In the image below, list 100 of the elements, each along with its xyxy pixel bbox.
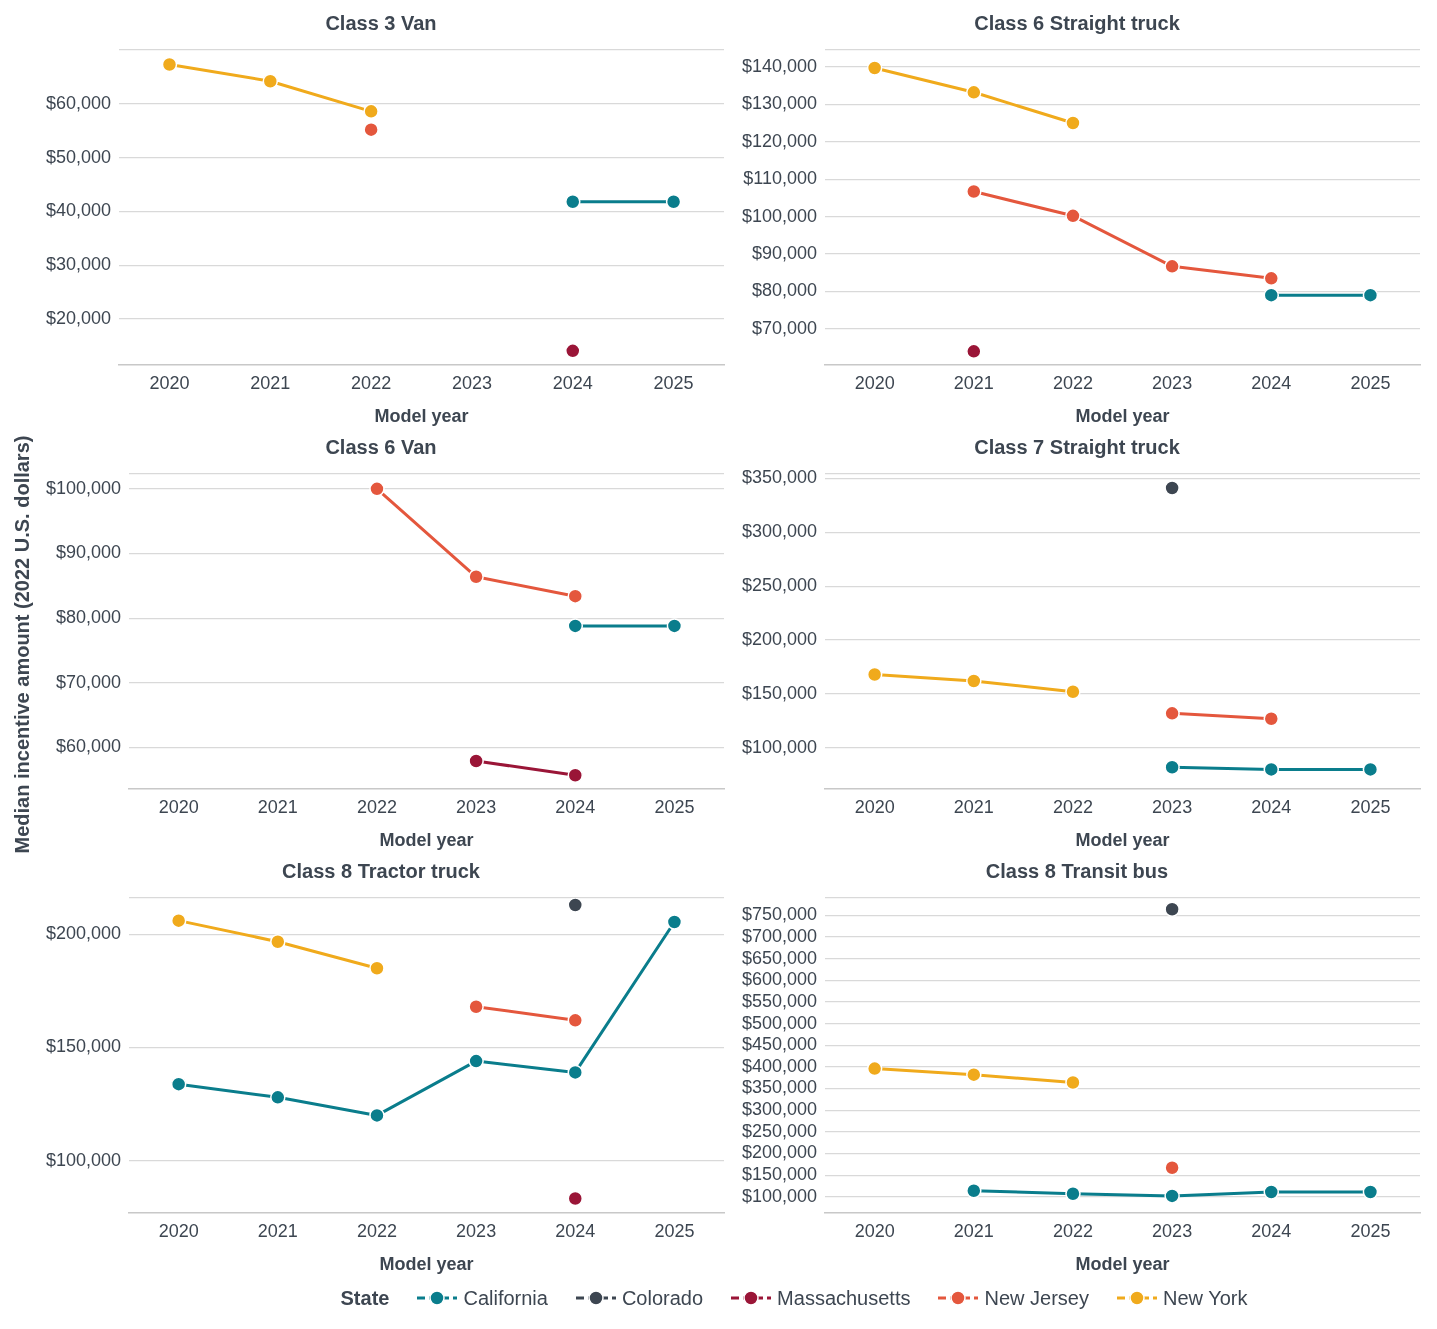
x-tick-label: 2024	[555, 796, 596, 817]
point	[1164, 258, 1180, 275]
x-axis-title: Model year	[1075, 406, 1170, 427]
x-tick-label: 2020	[158, 796, 199, 817]
point	[468, 998, 484, 1015]
x-tick-label: 2022	[351, 372, 392, 393]
chart-title: Class 3 Van	[325, 11, 437, 34]
point	[666, 914, 683, 930]
point	[565, 194, 581, 210]
y-tick-label: $150,000	[742, 1164, 818, 1185]
y-tick-label: $120,000	[742, 130, 818, 151]
y-tick-label: $400,000	[742, 1055, 818, 1076]
point	[567, 1064, 584, 1081]
y-tick-label: $300,000	[742, 521, 818, 542]
point	[161, 56, 178, 73]
x-tick-label: 2020	[854, 372, 895, 393]
x-tick-label: 2022	[1052, 796, 1093, 817]
y-tick-label: $550,000	[742, 990, 818, 1011]
x-tick-label: 2024	[1251, 372, 1292, 393]
legend-label: New Jersey	[984, 1286, 1089, 1310]
point	[1263, 287, 1280, 303]
y-tick-label: $50,000	[45, 146, 112, 167]
x-tick-label: 2023	[1152, 1220, 1193, 1241]
y-tick-label: $250,000	[742, 575, 818, 596]
legend-label: New York	[1162, 1286, 1248, 1310]
point	[966, 343, 982, 360]
point	[567, 898, 584, 913]
x-tick-label: 2023	[451, 372, 492, 393]
point	[1164, 480, 1180, 496]
y-tick-label: $750,000	[742, 904, 818, 925]
chart-title: Class 8 Transit bus	[985, 859, 1169, 882]
point	[567, 1012, 584, 1029]
legend-label: Massachusetts	[777, 1286, 911, 1310]
x-axis-title: Model year	[379, 1254, 474, 1275]
x-tick-label: 2022	[1052, 1220, 1093, 1241]
chart-title: Class 6 Van	[325, 435, 437, 458]
point	[1263, 710, 1280, 727]
point	[1065, 208, 1081, 224]
y-tick-label: $80,000	[56, 607, 122, 628]
point	[565, 343, 581, 359]
x-tick-label: 2023	[456, 796, 497, 817]
point	[866, 666, 883, 683]
point	[567, 588, 584, 604]
x-tick-label: 2024	[552, 372, 593, 393]
y-tick-label: $80,000	[752, 280, 818, 301]
point	[1164, 759, 1180, 775]
point	[262, 73, 279, 89]
y-tick-label: $70,000	[56, 671, 122, 692]
y-tick-label: $300,000	[742, 1099, 818, 1120]
point	[1164, 1188, 1180, 1204]
point	[369, 1107, 385, 1124]
point	[170, 1076, 187, 1092]
x-tick-label: 2025	[1350, 372, 1391, 393]
point	[866, 60, 883, 76]
point	[866, 1060, 883, 1077]
y-tick-label: $110,000	[743, 168, 818, 189]
point	[170, 912, 187, 929]
legend-title: State	[340, 1286, 390, 1310]
y-tick-label: $450,000	[742, 1034, 818, 1055]
y-tick-label: $700,000	[742, 925, 818, 946]
x-tick-label: 2020	[149, 372, 190, 393]
point	[966, 183, 982, 200]
y-tick-label: $650,000	[742, 947, 818, 968]
x-tick-label: 2022	[1052, 372, 1093, 393]
y-tick-label: $350,000	[742, 1077, 818, 1098]
point	[270, 933, 286, 950]
point	[665, 194, 682, 210]
x-tick-label: 2023	[1152, 796, 1193, 817]
x-tick-label: 2020	[158, 1220, 199, 1241]
chart-title: Class 8 Tractor truck	[282, 859, 481, 882]
point	[363, 103, 379, 120]
x-tick-label: 2022	[356, 796, 397, 817]
y-axis-title: Median incentive amount (2022 U.S. dollars)	[11, 435, 35, 853]
y-tick-label: $500,000	[742, 1012, 818, 1033]
legend-label: California	[463, 1286, 548, 1310]
x-tick-label: 2025	[654, 796, 695, 817]
x-tick-label: 2021	[953, 1220, 994, 1241]
point	[369, 960, 385, 976]
legend-label: Colorado	[621, 1286, 704, 1310]
point	[966, 1066, 982, 1083]
point	[468, 753, 484, 769]
x-tick-label: 2021	[953, 796, 994, 817]
y-tick-label: $600,000	[742, 969, 818, 990]
x-tick-label: 2021	[257, 1220, 298, 1241]
y-tick-label: $150,000	[742, 682, 818, 703]
point	[1164, 901, 1180, 918]
x-tick-label: 2025	[653, 372, 694, 393]
y-tick-label: $100,000	[742, 736, 818, 757]
x-tick-label: 2020	[854, 796, 895, 817]
y-tick-label: $200,000	[742, 628, 818, 649]
x-tick-label: 2022	[356, 1220, 397, 1241]
point	[966, 84, 982, 101]
y-tick-label: $250,000	[742, 1120, 818, 1141]
y-tick-label: $70,000	[752, 317, 818, 338]
x-tick-label: 2025	[654, 1220, 695, 1241]
y-tick-label: $130,000	[742, 93, 818, 114]
point	[966, 673, 982, 689]
y-tick-label: $100,000	[46, 477, 122, 498]
x-axis-title: Model year	[374, 406, 469, 427]
point	[369, 481, 385, 497]
